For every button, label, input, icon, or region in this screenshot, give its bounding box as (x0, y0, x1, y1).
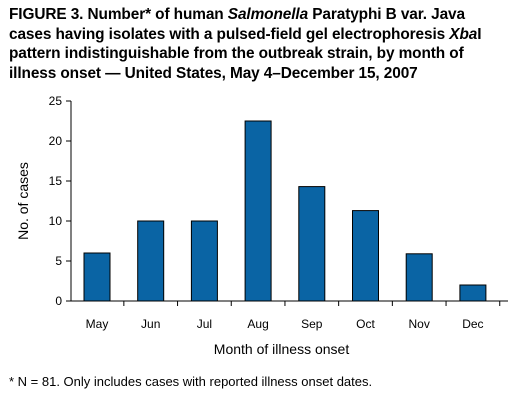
y-tick-label: 25 (49, 94, 63, 108)
title-part: Salmonella (227, 6, 309, 23)
bar-nov (405, 253, 433, 302)
bar-may (83, 252, 111, 302)
footnote: * N = 81. Only includes cases with repor… (9, 374, 373, 389)
y-tick-label: 0 (55, 294, 62, 308)
bar-jun (137, 220, 165, 302)
y-tick-label: 5 (55, 254, 62, 268)
title-part: Paratyphi B var. Java cases having isola… (9, 6, 465, 43)
x-tick-label: Aug (247, 317, 268, 331)
x-tick-label: Jul (197, 317, 212, 331)
y-axis-title: No. of cases (15, 162, 31, 240)
x-axis-title: Month of illness onset (214, 341, 350, 357)
y-tick-label: 20 (49, 134, 63, 148)
x-tick-label: Dec (462, 317, 483, 331)
title-part: I pattern indistinguishable from the out… (9, 25, 482, 82)
y-tick-label: 15 (49, 174, 63, 188)
bar-sep (298, 186, 326, 302)
axes-group: May Jun Jul Aug Sep Oct Nov Dec 0 5 10 15 20 25 (49, 94, 508, 331)
title-part: Xba (449, 25, 478, 43)
x-tick-label: May (86, 317, 109, 331)
x-tick-label: Sep (301, 317, 323, 331)
title-part: FIGURE 3. Number* of human (9, 6, 228, 23)
x-tick-label: Jun (141, 317, 160, 331)
figure-title: FIGURE 3. Number* of human Salmonella Pa… (9, 5, 505, 83)
bar-aug (244, 120, 272, 302)
bars-group (83, 120, 487, 302)
bar-oct (352, 210, 379, 302)
bar-jul (190, 220, 218, 302)
x-tick-label: Oct (356, 317, 375, 331)
x-tick-label: Nov (409, 317, 430, 331)
bar-dec (459, 284, 487, 302)
y-tick-label: 10 (49, 214, 63, 228)
